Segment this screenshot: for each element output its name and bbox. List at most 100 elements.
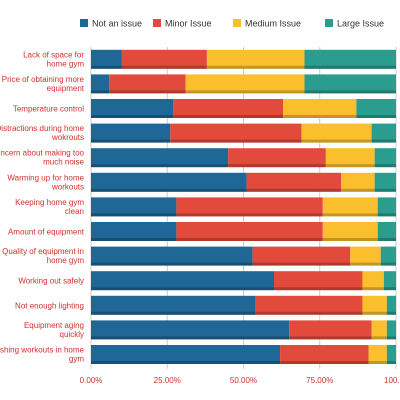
bar-shadow — [371, 336, 387, 340]
bar-shadow — [91, 90, 110, 94]
bar-shadow — [386, 336, 396, 340]
bar-shadow — [91, 164, 229, 168]
bar-medium-issue — [301, 123, 372, 143]
bar-shadow — [91, 65, 122, 69]
category-label: Keeping home gym clean — [15, 198, 84, 216]
category-label: Not enough lighting — [15, 301, 84, 310]
bar-shadow — [362, 311, 387, 315]
bar-shadow — [91, 311, 256, 315]
bar-medium-issue — [371, 320, 387, 340]
bar-medium-issue — [206, 49, 305, 69]
bar-not-an-issue — [91, 172, 247, 192]
category-label: Equipment aging quickly — [24, 321, 84, 339]
bar-shadow — [377, 238, 396, 241]
legend-swatch-minor-issue — [153, 19, 161, 27]
chart-x-tick-labels: 0.00% 25.00% 50.00% 75.00% 100.00% — [80, 376, 400, 385]
bar-minor-issue — [170, 123, 302, 143]
x-tick-label: 100.00% — [384, 376, 400, 385]
category-label: Amount of equipment — [8, 228, 85, 237]
bar-large-issue — [356, 99, 396, 118]
bar-shadow — [252, 262, 351, 266]
bar-shadow — [301, 139, 372, 143]
bar-shadow — [255, 311, 363, 315]
bar-not-an-issue — [91, 74, 110, 94]
bar-large-issue — [374, 148, 396, 168]
bar-medium-issue — [368, 345, 387, 364]
bar-shadow — [274, 287, 363, 291]
x-tick-label: 25.00% — [154, 376, 181, 385]
bar-shadow — [173, 115, 284, 118]
bar-shadow — [304, 65, 396, 69]
category-label: Working out safely — [18, 277, 84, 286]
bar-large-issue — [304, 74, 396, 94]
bar-shadow — [374, 188, 396, 192]
bar-minor-issue — [246, 172, 342, 192]
bar-shadow — [283, 115, 357, 118]
bar-shadow — [91, 361, 281, 364]
bar-minor-issue — [289, 320, 372, 340]
bar-shadow — [109, 90, 186, 94]
bar-medium-issue — [341, 172, 375, 192]
x-tick-label: 75.00% — [306, 376, 333, 385]
bar-minor-issue — [252, 246, 351, 266]
bar-minor-issue — [274, 271, 363, 291]
bar-not-an-issue — [91, 49, 122, 69]
legend-label-medium-issue: Medium Issue — [245, 19, 301, 29]
category-label: Lack of space for home gym — [23, 50, 84, 68]
bar-shadow — [176, 213, 323, 217]
bar-large-issue — [386, 295, 396, 315]
category-label: Warming up for home workouts — [7, 173, 84, 191]
bar-medium-issue — [362, 271, 384, 291]
bar-not-an-issue — [91, 246, 253, 266]
legend-label-minor-issue: Minor Issue — [165, 19, 212, 29]
chart-legend: Not an issue Minor Issue Medium Issue Large… — [80, 19, 384, 29]
bar-minor-issue — [176, 197, 323, 217]
bar-medium-issue — [322, 222, 378, 241]
bar-shadow — [91, 238, 177, 241]
bar-minor-issue — [121, 49, 207, 69]
bar-shadow — [386, 361, 396, 364]
bar-shadow — [91, 287, 274, 291]
bar-shadow — [304, 90, 396, 94]
bar-not-an-issue — [91, 123, 171, 143]
legend-label-not-an-issue: Not an issue — [92, 19, 142, 29]
bar-not-an-issue — [91, 345, 281, 364]
bar-not-an-issue — [91, 320, 290, 340]
bar-minor-issue — [228, 148, 326, 168]
bar-shadow — [170, 139, 302, 143]
bar-shadow — [380, 262, 396, 266]
bar-shadow — [228, 164, 326, 168]
bar-shadow — [280, 361, 369, 364]
bar-large-issue — [386, 320, 396, 340]
bar-minor-issue — [173, 99, 284, 118]
bar-shadow — [374, 164, 396, 168]
x-tick-label: 0.00% — [80, 376, 103, 385]
bar-medium-issue — [322, 197, 378, 217]
bar-minor-issue — [255, 295, 363, 315]
bar-shadow — [371, 139, 396, 143]
bar-not-an-issue — [91, 271, 274, 291]
bar-not-an-issue — [91, 99, 174, 118]
bar-shadow — [91, 336, 290, 340]
bar-shadow — [185, 90, 305, 94]
chart-bars — [91, 49, 396, 364]
legend-swatch-medium-issue — [233, 19, 241, 27]
category-label: Distractions during home wokrouts — [0, 124, 85, 142]
bar-shadow — [289, 336, 372, 340]
bar-minor-issue — [280, 345, 369, 364]
bar-medium-issue — [283, 99, 357, 118]
bar-shadow — [121, 65, 207, 69]
bar-shadow — [377, 213, 396, 217]
bar-large-issue — [377, 197, 396, 217]
legend-swatch-large-issue — [325, 19, 333, 27]
bar-shadow — [322, 238, 378, 241]
legend-swatch-not-an-issue — [80, 19, 88, 27]
bar-shadow — [176, 238, 323, 241]
bar-shadow — [91, 115, 174, 118]
bar-shadow — [383, 287, 396, 291]
bar-shadow — [341, 188, 375, 192]
bar-large-issue — [371, 123, 396, 143]
